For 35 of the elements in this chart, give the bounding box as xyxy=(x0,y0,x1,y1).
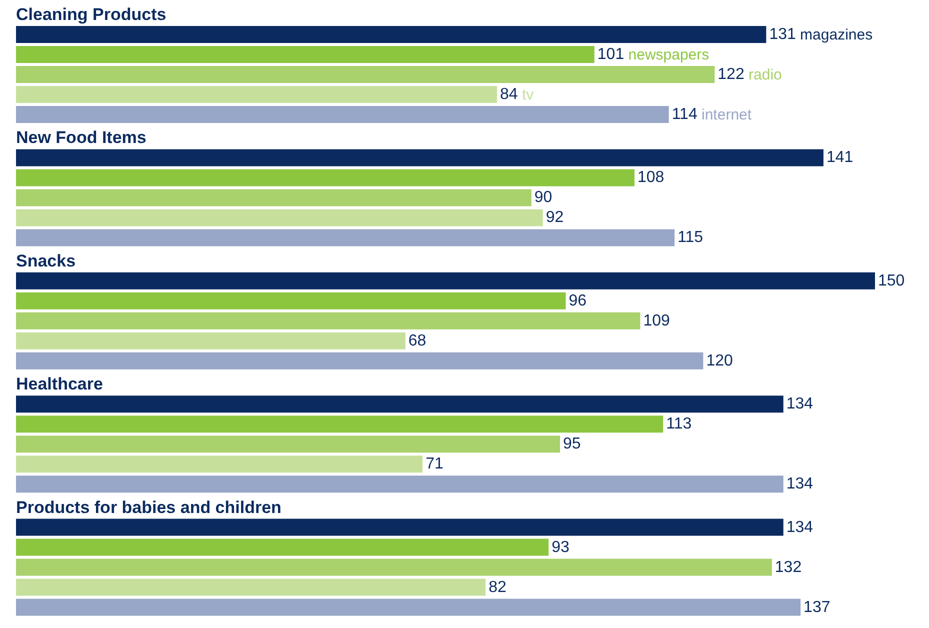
data-label: 95 xyxy=(563,436,581,453)
y-tick-label: Products for babies and children xyxy=(16,498,282,517)
data-label: 132 xyxy=(774,558,802,576)
data-label: 134 xyxy=(786,518,814,536)
data-label: 92 xyxy=(546,209,564,226)
data-label: 93 xyxy=(552,538,570,556)
data-label: 68 xyxy=(408,332,426,350)
data-label: 122 xyxy=(718,66,744,83)
data-label: 114 xyxy=(672,106,698,123)
data-label: 134 xyxy=(786,396,814,413)
data-label: 113 xyxy=(666,416,692,433)
data-label: 84 xyxy=(500,86,518,103)
data-label: 137 xyxy=(804,598,830,616)
data-label: 71 xyxy=(426,456,444,473)
series-label: tv xyxy=(518,86,534,103)
text: internet xyxy=(697,106,752,123)
data-label: 115 xyxy=(678,229,704,246)
text: radio xyxy=(744,66,782,83)
data-label: 82 xyxy=(488,578,506,596)
data-label: 134 xyxy=(786,476,814,493)
y-tick-label: New Food Items xyxy=(16,128,146,148)
y-tick-label: Snacks xyxy=(16,251,76,270)
data-label: 120 xyxy=(706,352,733,370)
data-label: 141 xyxy=(826,149,854,166)
data-label: 96 xyxy=(568,292,587,310)
y-tick-label: Healthcare xyxy=(16,374,103,394)
data-label: 108 xyxy=(637,169,664,186)
text: magazines xyxy=(796,26,873,43)
data-label: 150 xyxy=(878,272,905,290)
data-label: 131 xyxy=(769,26,796,43)
data-label: 90 xyxy=(534,189,552,206)
data-label: 101 xyxy=(597,46,624,63)
data-label: 109 xyxy=(643,312,670,330)
text: newspapers xyxy=(624,46,710,63)
y-tick-label: Cleaning Products xyxy=(16,5,166,24)
